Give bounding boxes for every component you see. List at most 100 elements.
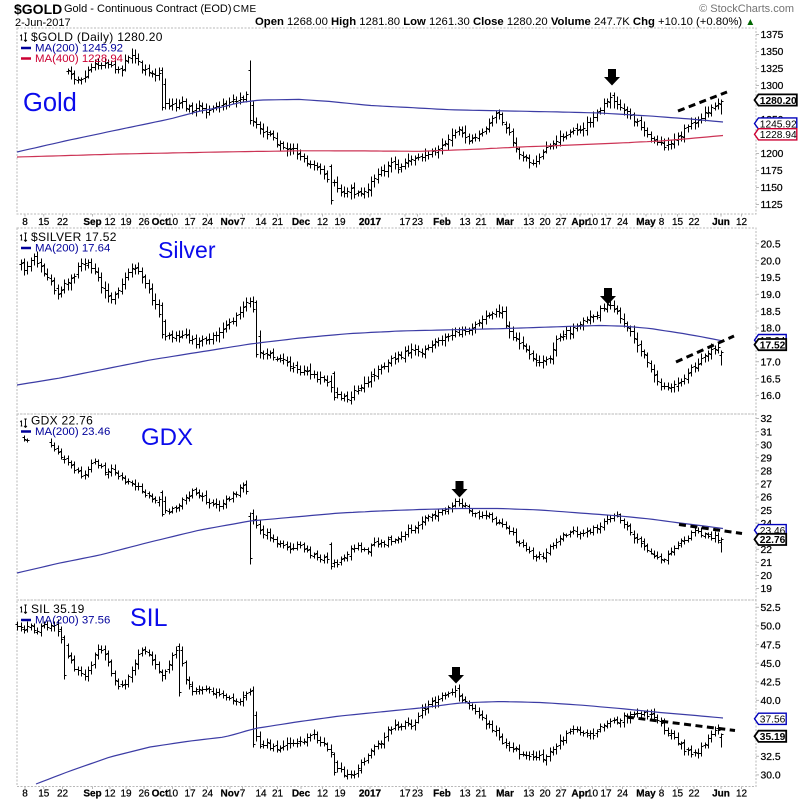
svg-text:15: 15 — [672, 789, 684, 800]
svg-text:13: 13 — [459, 217, 471, 228]
svg-text:45.0: 45.0 — [761, 659, 781, 670]
svg-text:17: 17 — [399, 217, 411, 228]
svg-text:22: 22 — [688, 789, 700, 800]
svg-text:Dec: Dec — [292, 217, 311, 228]
svg-text:17: 17 — [600, 789, 612, 800]
svg-text:SIL: SIL — [130, 604, 168, 632]
svg-text:Gold: Gold — [23, 89, 77, 117]
svg-text:10: 10 — [167, 217, 179, 228]
svg-text:21: 21 — [475, 789, 487, 800]
svg-text:Sep: Sep — [83, 789, 101, 800]
svg-text:32: 32 — [761, 414, 773, 425]
svg-text:$GOLD (Daily) 1280.20: $GOLD (Daily) 1280.20 — [31, 30, 163, 44]
svg-text:Jun: Jun — [712, 789, 730, 800]
svg-text:15: 15 — [38, 789, 50, 800]
svg-text:1350: 1350 — [761, 47, 784, 58]
svg-text:15: 15 — [672, 217, 684, 228]
svg-text:SIL 35.19: SIL 35.19 — [31, 602, 85, 616]
svg-text:12: 12 — [736, 217, 748, 228]
svg-text:22: 22 — [688, 217, 700, 228]
svg-text:Apr: Apr — [571, 217, 588, 228]
svg-text:$SILVER 17.52: $SILVER 17.52 — [31, 230, 117, 244]
svg-text:40.0: 40.0 — [761, 696, 781, 707]
svg-text:52.5: 52.5 — [761, 603, 781, 614]
svg-text:16.0: 16.0 — [761, 391, 781, 402]
svg-text:10: 10 — [167, 789, 179, 800]
svg-text:27: 27 — [761, 480, 773, 491]
svg-text:23: 23 — [412, 789, 424, 800]
svg-text:8: 8 — [659, 217, 665, 228]
svg-text:20: 20 — [539, 217, 551, 228]
svg-text:May: May — [636, 217, 656, 228]
svg-text:Sep: Sep — [83, 217, 101, 228]
svg-text:21: 21 — [761, 558, 773, 569]
svg-text:32.5: 32.5 — [761, 752, 781, 763]
svg-text:Dec: Dec — [292, 789, 311, 800]
svg-text:22: 22 — [57, 217, 69, 228]
svg-text:8: 8 — [22, 217, 28, 228]
svg-text:Apr: Apr — [571, 789, 588, 800]
svg-text:1200: 1200 — [761, 149, 784, 160]
svg-text:23: 23 — [412, 217, 424, 228]
svg-text:1375: 1375 — [761, 30, 784, 41]
svg-text:1245.92: 1245.92 — [760, 119, 797, 130]
svg-text:50.0: 50.0 — [761, 622, 781, 633]
svg-text:2017: 2017 — [359, 217, 382, 228]
svg-text:Feb: Feb — [433, 789, 451, 800]
svg-text:13: 13 — [523, 217, 535, 228]
svg-text:19.5: 19.5 — [761, 273, 781, 284]
svg-text:24: 24 — [617, 789, 629, 800]
svg-text:19: 19 — [761, 584, 773, 595]
svg-text:12: 12 — [317, 217, 329, 228]
svg-text:22: 22 — [761, 545, 773, 556]
svg-text:19: 19 — [334, 789, 346, 800]
svg-text:19: 19 — [120, 217, 132, 228]
svg-text:Silver: Silver — [158, 237, 216, 263]
svg-text:20.0: 20.0 — [761, 256, 781, 267]
svg-text:10: 10 — [587, 789, 599, 800]
svg-text:18.5: 18.5 — [761, 307, 781, 318]
svg-text:37.56: 37.56 — [760, 715, 786, 726]
svg-text:1228.94: 1228.94 — [760, 130, 797, 141]
svg-text:17.0: 17.0 — [761, 357, 781, 368]
svg-text:29: 29 — [761, 453, 773, 464]
svg-text:7: 7 — [240, 789, 246, 800]
svg-text:1300: 1300 — [761, 81, 784, 92]
svg-text:26: 26 — [138, 789, 150, 800]
svg-text:MA(400) 1228.94: MA(400) 1228.94 — [35, 53, 123, 65]
svg-text:GDX 22.76: GDX 22.76 — [31, 414, 93, 428]
svg-text:24: 24 — [202, 789, 214, 800]
svg-text:GDX: GDX — [141, 424, 193, 451]
svg-text:19: 19 — [120, 789, 132, 800]
svg-text:17: 17 — [184, 789, 196, 800]
svg-text:7: 7 — [240, 217, 246, 228]
svg-text:Oct: Oct — [152, 789, 169, 800]
svg-text:1280.20: 1280.20 — [760, 96, 797, 107]
svg-text:Mar: Mar — [496, 217, 514, 228]
svg-text:12: 12 — [317, 789, 329, 800]
svg-text:20: 20 — [539, 789, 551, 800]
svg-text:13: 13 — [523, 789, 535, 800]
svg-text:8: 8 — [659, 789, 665, 800]
svg-text:12: 12 — [736, 789, 748, 800]
svg-text:15: 15 — [38, 217, 50, 228]
svg-text:1150: 1150 — [761, 183, 783, 194]
svg-text:17: 17 — [184, 217, 196, 228]
svg-text:31: 31 — [761, 427, 773, 438]
svg-text:1125: 1125 — [761, 200, 783, 211]
svg-text:30: 30 — [761, 440, 773, 451]
svg-text:Nov: Nov — [221, 217, 240, 228]
svg-text:MA(200) 23.46: MA(200) 23.46 — [35, 426, 110, 438]
svg-text:MA(200) 17.64: MA(200) 17.64 — [35, 243, 110, 255]
svg-text:20.5: 20.5 — [761, 239, 781, 250]
svg-text:23.46: 23.46 — [760, 526, 786, 537]
svg-text:1175: 1175 — [761, 166, 783, 177]
svg-text:24: 24 — [202, 217, 214, 228]
svg-text:1325: 1325 — [761, 64, 784, 75]
svg-text:18.0: 18.0 — [761, 324, 781, 335]
svg-text:10: 10 — [587, 217, 599, 228]
svg-text:12: 12 — [104, 789, 116, 800]
svg-text:2017: 2017 — [359, 789, 382, 800]
svg-text:30.0: 30.0 — [761, 771, 781, 782]
svg-text:17: 17 — [399, 789, 411, 800]
